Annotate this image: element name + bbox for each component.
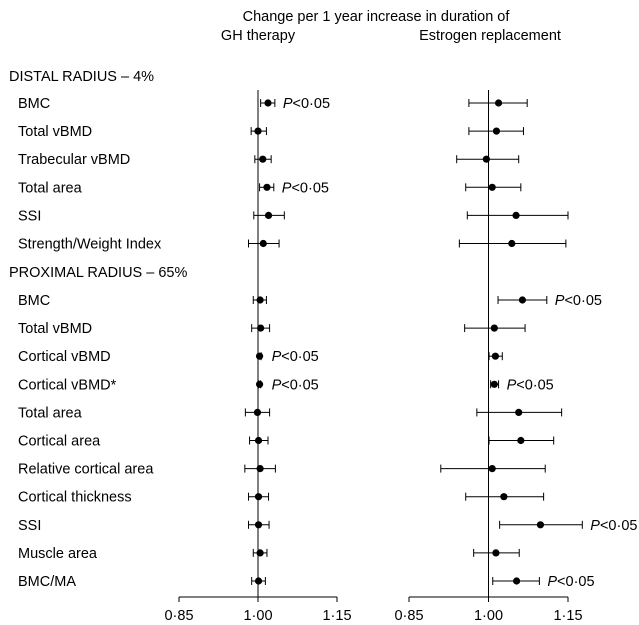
row-label: Total vBMD: [18, 321, 92, 337]
point-estimate-estrogen: [500, 493, 507, 500]
p-value-label-gh: P<0·05: [283, 96, 330, 112]
row-label: Relative cortical area: [18, 462, 154, 478]
row-label: Total area: [18, 180, 83, 196]
point-estimate-estrogen: [537, 521, 544, 528]
point-estimate-estrogen: [493, 128, 500, 135]
point-estimate-gh: [259, 156, 266, 163]
point-estimate-estrogen: [495, 99, 502, 106]
row-label: BMC: [18, 96, 50, 112]
p-value-label-estrogen: P<0·05: [507, 377, 554, 393]
chart-title: Change per 1 year increase in duration o…: [243, 9, 511, 25]
row-label: Total area: [18, 405, 83, 421]
row-label: BMC/MA: [18, 574, 76, 590]
p-value-label-estrogen: P<0·05: [590, 518, 637, 534]
x-tick-label-gh: 0·85: [164, 608, 193, 624]
x-tick-label-estrogen: 0·85: [394, 608, 423, 624]
row-label: Cortical vBMD*: [18, 377, 117, 393]
point-estimate-gh: [257, 549, 264, 556]
panel-title-estrogen: Estrogen replacement: [419, 28, 561, 44]
point-estimate-estrogen: [491, 381, 498, 388]
point-estimate-estrogen: [517, 437, 524, 444]
point-estimate-gh: [257, 325, 264, 332]
p-value-label-gh: P<0·05: [282, 180, 329, 196]
point-estimate-gh: [254, 409, 261, 416]
row-label: Cortical area: [18, 434, 101, 450]
row-label: Total vBMD: [18, 124, 92, 140]
point-estimate-gh: [264, 99, 271, 106]
point-estimate-gh: [257, 296, 264, 303]
point-estimate-gh: [256, 381, 263, 388]
point-estimate-estrogen: [483, 156, 490, 163]
point-estimate-estrogen: [489, 465, 496, 472]
point-estimate-estrogen: [508, 240, 515, 247]
panel-title-gh: GH therapy: [221, 28, 296, 44]
p-value-label-estrogen: P<0·05: [547, 574, 594, 590]
point-estimate-gh: [257, 465, 264, 472]
point-estimate-estrogen: [492, 549, 499, 556]
p-value-label-estrogen: P<0·05: [555, 293, 602, 309]
row-label: Cortical thickness: [18, 490, 132, 506]
point-estimate-estrogen: [492, 353, 499, 360]
point-estimate-estrogen: [491, 325, 498, 332]
point-estimate-estrogen: [489, 184, 496, 191]
point-estimate-gh: [255, 437, 262, 444]
x-tick-label-estrogen: 1·15: [553, 608, 582, 624]
point-estimate-gh: [254, 128, 261, 135]
section-title: DISTAL RADIUS – 4%: [9, 69, 154, 85]
p-value-label-gh: P<0·05: [272, 377, 319, 393]
point-estimate-estrogen: [519, 296, 526, 303]
point-estimate-estrogen: [513, 577, 520, 584]
x-tick-label-estrogen: 1·00: [474, 608, 503, 624]
row-label: Cortical vBMD: [18, 349, 111, 365]
point-estimate-gh: [260, 240, 267, 247]
section-title: PROXIMAL RADIUS – 65%: [9, 265, 187, 281]
point-estimate-gh: [255, 521, 262, 528]
x-tick-label-gh: 1·15: [322, 608, 351, 624]
point-estimate-gh: [255, 493, 262, 500]
point-estimate-gh: [263, 184, 270, 191]
row-label: Trabecular vBMD: [18, 152, 130, 168]
point-estimate-estrogen: [512, 212, 519, 219]
point-estimate-gh: [256, 353, 263, 360]
row-label: BMC: [18, 293, 50, 309]
point-estimate-gh: [255, 577, 262, 584]
row-label: Muscle area: [18, 546, 98, 562]
point-estimate-gh: [265, 212, 272, 219]
row-label: Strength/Weight Index: [18, 237, 162, 253]
x-tick-label-gh: 1·00: [243, 608, 272, 624]
row-label: SSI: [18, 208, 41, 224]
point-estimate-estrogen: [515, 409, 522, 416]
p-value-label-gh: P<0·05: [272, 349, 319, 365]
row-label: SSI: [18, 518, 41, 534]
